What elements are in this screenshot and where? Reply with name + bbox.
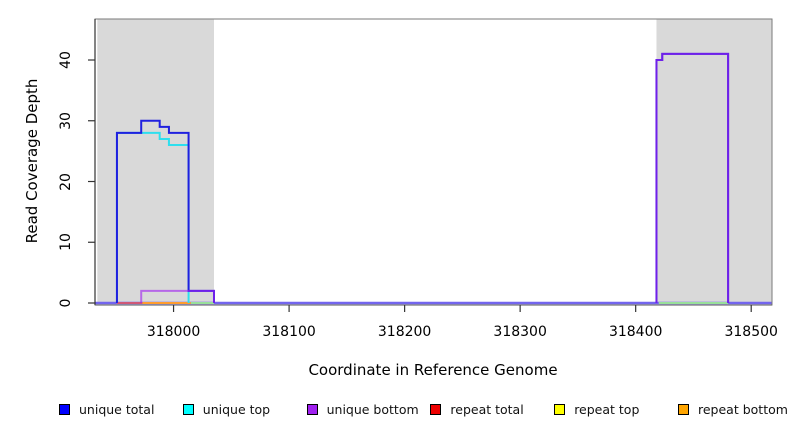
series-unique-bottom (655, 52, 730, 303)
legend-label-unique-top: unique top (202, 401, 271, 417)
legend-swatch-unique-total (59, 403, 70, 415)
legend-label-unique-bottom: unique bottom (326, 401, 419, 417)
legend-item-unique-top: unique top (182, 401, 271, 417)
legend-label-repeat-total: repeat total (450, 401, 524, 417)
legend-label-repeat-bottom: repeat bottom (698, 401, 788, 417)
legend-swatch-repeat-bottom (678, 403, 689, 415)
legend-swatch-repeat-total (430, 403, 442, 415)
series-unique-bottom (140, 289, 215, 303)
legend-swatch-repeat-top (554, 403, 566, 415)
legend-item-repeat-top: repeat top (554, 401, 640, 417)
legend-item-repeat-total: repeat total (430, 401, 524, 417)
legend-item-unique-total: unique total (59, 401, 155, 417)
legend-item-unique-bottom: unique bottom (306, 401, 419, 417)
legend-label-repeat-top: repeat top (574, 401, 640, 417)
repeat-region-highlight (656, 19, 772, 303)
legend-label-unique-total: unique total (79, 401, 155, 417)
legend-swatch-unique-bottom (306, 403, 318, 415)
legend-item-repeat-bottom: repeat bottom (678, 401, 788, 417)
legend-swatch-unique-top (182, 403, 194, 415)
